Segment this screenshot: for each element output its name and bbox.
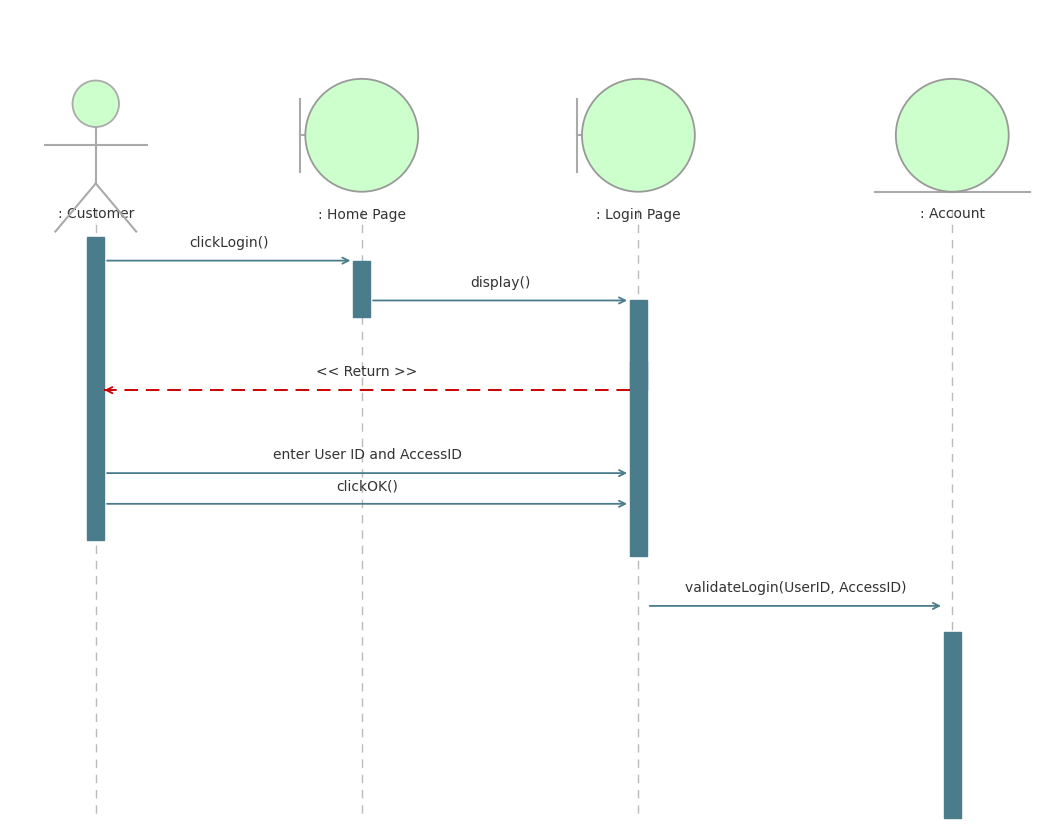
Ellipse shape [72,81,119,127]
Text: << Return >>: << Return >> [316,365,418,379]
Text: display(): display() [470,276,530,290]
Text: : Account: : Account [919,208,985,222]
Ellipse shape [896,79,1009,192]
Text: : Customer: : Customer [57,208,134,222]
Bar [353,261,370,317]
Text: clickOK(): clickOK() [336,479,398,493]
Bar [87,423,104,540]
Ellipse shape [305,79,418,192]
Text: validateLogin(UserID, AccessID): validateLogin(UserID, AccessID) [684,581,907,595]
Text: enter User ID and AccessID: enter User ID and AccessID [272,448,462,462]
Bar [630,361,647,556]
Bar [630,300,647,390]
Bar [944,632,961,818]
Text: : Home Page: : Home Page [318,208,405,222]
Bar [87,237,104,423]
Text: : Login Page: : Login Page [596,208,681,222]
Text: clickLogin(): clickLogin() [189,236,268,250]
Ellipse shape [582,79,695,192]
